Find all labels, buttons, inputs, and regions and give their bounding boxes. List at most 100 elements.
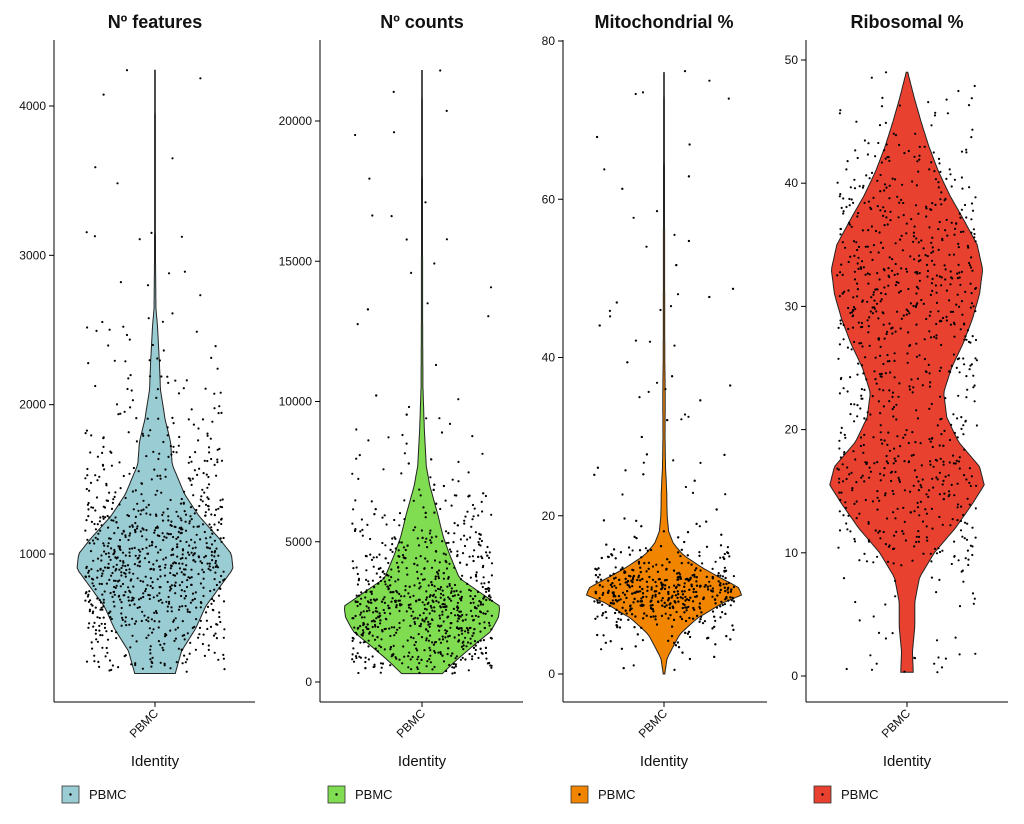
data-point (839, 319, 842, 322)
data-point (351, 522, 354, 525)
data-point (889, 210, 892, 213)
data-point (219, 620, 222, 624)
data-point (113, 359, 116, 362)
data-point (191, 626, 194, 630)
data-point (667, 590, 670, 594)
data-point (137, 470, 140, 473)
data-point (137, 548, 140, 551)
data-point (651, 608, 655, 611)
data-point (186, 579, 189, 582)
data-point (197, 439, 200, 442)
data-point (383, 601, 386, 605)
data-point (445, 541, 448, 545)
data-point (882, 389, 885, 392)
data-point (875, 662, 878, 665)
data-point (176, 626, 180, 629)
data-point (836, 181, 839, 184)
data-point (427, 584, 430, 587)
data-point (154, 545, 157, 548)
data-point (938, 493, 942, 496)
data-point (105, 630, 108, 633)
data-point (371, 625, 374, 629)
data-point (392, 644, 395, 648)
data-point (487, 589, 490, 593)
data-point (912, 386, 915, 389)
data-point (433, 511, 436, 514)
data-point (186, 608, 189, 611)
data-point (945, 319, 949, 322)
data-point (124, 564, 127, 568)
data-point (965, 396, 968, 399)
data-point (149, 513, 152, 516)
data-point (948, 299, 951, 302)
data-point (963, 322, 966, 325)
data-point (354, 528, 357, 531)
data-point (93, 660, 96, 663)
outlier-point (683, 413, 687, 416)
data-point (391, 591, 394, 594)
data-point (866, 300, 869, 303)
data-point (413, 622, 417, 626)
data-point (901, 530, 904, 533)
data-point (140, 509, 143, 512)
data-point (859, 444, 863, 448)
data-point (679, 573, 682, 576)
data-point (916, 377, 920, 380)
data-point (882, 530, 885, 534)
data-point (169, 564, 173, 567)
data-point (424, 628, 428, 631)
data-point (105, 499, 108, 502)
data-point (893, 534, 896, 537)
data-point (479, 533, 482, 536)
data-point (639, 566, 642, 569)
data-point (354, 133, 357, 137)
data-point (356, 627, 359, 630)
data-point (886, 517, 889, 520)
data-point (676, 641, 680, 644)
data-point (220, 518, 223, 521)
data-point (950, 562, 953, 566)
data-point (708, 295, 711, 299)
data-point (175, 661, 178, 664)
data-point (489, 286, 493, 289)
data-point (379, 622, 382, 625)
data-point (145, 455, 148, 458)
data-point (947, 490, 951, 493)
data-point (114, 516, 117, 519)
data-point (874, 378, 877, 381)
data-point (477, 514, 480, 517)
data-point (853, 420, 856, 423)
data-point (629, 607, 632, 610)
data-point (217, 412, 220, 415)
data-point (164, 475, 167, 478)
data-point (729, 604, 732, 607)
data-point (622, 667, 625, 670)
data-point (842, 577, 846, 580)
data-point (893, 547, 896, 550)
data-point (942, 479, 945, 482)
data-point (390, 600, 393, 603)
data-point (383, 514, 386, 517)
data-point (969, 306, 973, 309)
data-point (847, 306, 850, 310)
data-point (935, 459, 939, 462)
data-point (457, 398, 460, 401)
data-point (362, 623, 365, 627)
data-point (383, 572, 386, 575)
data-point (645, 614, 648, 617)
data-point (879, 345, 882, 348)
data-point (446, 653, 449, 656)
data-point (109, 616, 112, 619)
data-point (124, 360, 127, 363)
data-point (149, 652, 152, 655)
data-point (389, 664, 392, 667)
data-point (438, 614, 441, 617)
data-point (699, 461, 702, 464)
data-point (469, 595, 472, 598)
data-point (149, 584, 152, 588)
data-point (852, 450, 855, 453)
data-point (139, 597, 143, 600)
legend-dot (69, 793, 72, 796)
data-point (680, 548, 683, 551)
data-point (123, 571, 126, 575)
